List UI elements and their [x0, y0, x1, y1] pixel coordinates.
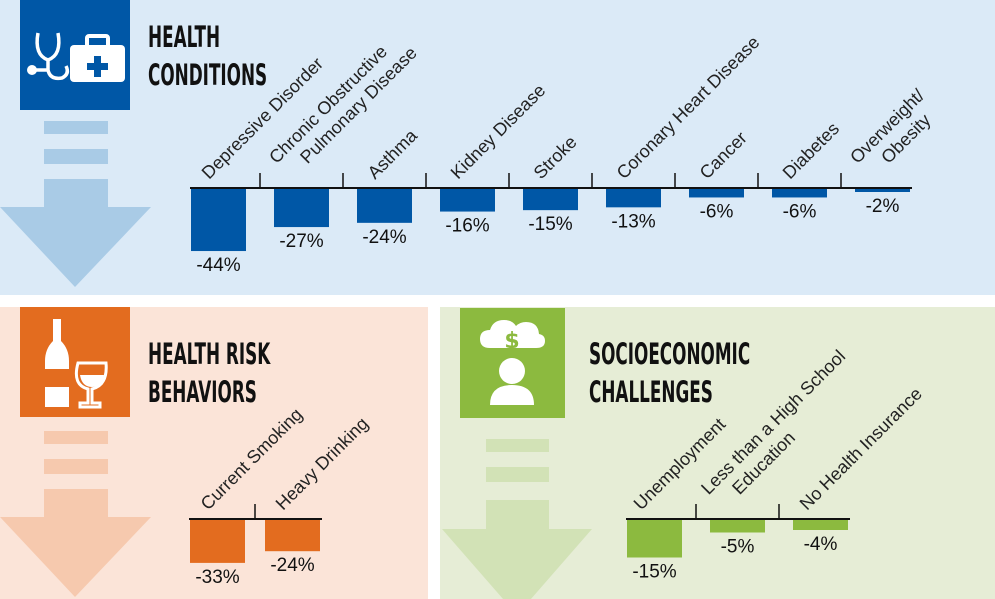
down-arrow-icon: [0, 121, 151, 287]
title-line: HEALTH RISK: [148, 337, 271, 371]
category-label-line: Unemployment: [630, 414, 730, 514]
bar-2: [357, 189, 412, 223]
category-label-line: Coronary Heart Disease: [613, 32, 764, 183]
title-line: BEHAVIORS: [148, 375, 257, 409]
bar-0: [190, 520, 245, 563]
value-label: -4%: [804, 534, 838, 555]
socioeconomic-challenges-panel: $ SOCIOECONOMIC CHALLENGES: [440, 307, 995, 599]
value-label: -15%: [632, 562, 676, 583]
category-label: Cancer: [696, 128, 751, 183]
category-label-line: Diabetes: [779, 118, 843, 182]
bar-1: [710, 520, 765, 533]
category-label: Unemployment: [630, 414, 730, 514]
bar-1: [265, 520, 320, 552]
down-arrow-icon: [442, 439, 592, 599]
title-line: SOCIOECONOMIC: [589, 337, 751, 371]
category-label: Diabetes: [779, 118, 843, 182]
category-label-line: Stroke: [530, 132, 581, 183]
bar-0: [627, 520, 682, 558]
value-label: -5%: [721, 537, 755, 558]
value-label: -16%: [445, 216, 489, 237]
svg-text:$: $: [504, 329, 519, 354]
category-label: Asthma: [364, 125, 422, 183]
section-title: HEALTH RISK BEHAVIORS: [148, 335, 299, 411]
bar-8: [855, 189, 910, 192]
bar-4: [523, 189, 578, 211]
title-line: CHALLENGES: [589, 375, 713, 409]
down-arrow-icon: [0, 431, 151, 597]
title-line: HEALTH: [148, 20, 221, 54]
category-label: Stroke: [530, 132, 581, 183]
value-label: -15%: [528, 214, 572, 235]
value-label: -27%: [279, 231, 323, 252]
value-label: -44%: [196, 255, 240, 276]
stethoscope-medkit-icon: [20, 0, 130, 110]
category-label-line: Asthma: [364, 125, 422, 183]
category-label: Overweight/Obesity: [846, 85, 944, 183]
bar-6: [689, 189, 744, 198]
bar-3: [440, 189, 495, 212]
section-title: SOCIOECONOMIC CHALLENGES: [589, 335, 751, 411]
section-title: HEALTH CONDITIONS: [148, 18, 299, 94]
value-label: -33%: [195, 567, 239, 588]
value-label: -24%: [362, 227, 406, 248]
bottle-wineglass-icon: [20, 307, 130, 417]
health-conditions-panel: HEALTH CONDITIONS: [0, 0, 995, 295]
bar-0: [191, 189, 246, 252]
value-label: -6%: [700, 201, 734, 222]
title-line: CONDITIONS: [148, 58, 268, 92]
health-risk-behaviors-panel: HEALTH RISK BEHAVIORS: [0, 307, 428, 599]
value-label: -13%: [611, 211, 655, 232]
person-money-cloud-icon: $: [460, 308, 565, 418]
category-label-line: No Health Insurance: [796, 384, 926, 514]
category-label: No Health Insurance: [796, 384, 926, 514]
value-label: -6%: [783, 201, 817, 222]
category-label-line: Cancer: [696, 128, 751, 183]
bar-2: [793, 520, 848, 530]
value-label: -2%: [866, 196, 900, 217]
bar-5: [606, 189, 661, 208]
bar-1: [274, 189, 329, 228]
category-label: Coronary Heart Disease: [613, 32, 764, 183]
value-label: -24%: [270, 555, 314, 576]
bar-7: [772, 189, 827, 198]
